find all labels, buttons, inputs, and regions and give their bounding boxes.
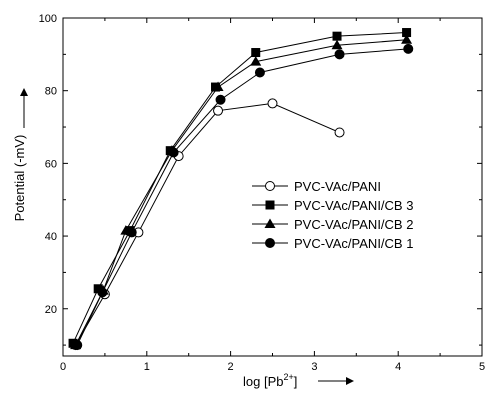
- data-point: [254, 67, 265, 78]
- data-point: [401, 34, 413, 44]
- legend-marker: [265, 200, 275, 210]
- legend-label: PVC-VAc/PANI/CB 2: [294, 217, 413, 232]
- data-point: [93, 284, 103, 294]
- x-axis-label-main: log [Pb: [243, 374, 283, 389]
- data-point: [334, 127, 345, 138]
- y-tick-label: 20: [45, 304, 57, 316]
- data-point: [402, 28, 412, 38]
- data-point: [72, 340, 83, 351]
- data-point: [168, 147, 179, 158]
- x-tick-label: 2: [228, 361, 234, 373]
- data-point: [213, 105, 224, 116]
- legend-marker: [264, 218, 276, 228]
- y-tick-label: 40: [45, 231, 57, 243]
- x-label-arrowhead: [346, 377, 354, 385]
- data-point: [212, 81, 224, 92]
- data-point: [267, 98, 278, 109]
- x-tick-label: 3: [311, 361, 317, 373]
- legend-item: PVC-VAc/PANI/CB 3: [252, 198, 413, 213]
- series-line: [75, 39, 407, 346]
- legend-item: PVC-VAc/PANI/CB 1: [252, 236, 413, 251]
- x-axis-label-close: ]: [294, 374, 298, 389]
- legend-item: PVC-VAc/PANI: [252, 179, 381, 194]
- series-line: [76, 48, 409, 346]
- x-axis-label: log [Pb2+]: [243, 372, 297, 389]
- data-point: [403, 43, 414, 54]
- series-line: [72, 32, 407, 344]
- y-tick-label: 80: [45, 86, 57, 98]
- y-tick-label: 60: [45, 158, 57, 170]
- legend-label: PVC-VAc/PANI: [294, 179, 381, 194]
- legend-label: PVC-VAc/PANI/CB 3: [294, 198, 413, 213]
- x-tick-label: 0: [60, 361, 66, 373]
- data-point: [97, 287, 108, 298]
- y-tick-label: 100: [39, 13, 57, 25]
- x-tick-label: 1: [144, 361, 150, 373]
- data-point: [332, 31, 342, 41]
- data-point: [215, 94, 226, 105]
- data-point: [334, 49, 345, 60]
- data-point: [331, 39, 343, 50]
- data-point: [126, 227, 137, 238]
- data-point: [250, 56, 262, 66]
- x-tick-label: 4: [395, 361, 401, 373]
- legend-item: PVC-VAc/PANI/CB 2: [252, 217, 413, 232]
- data-point: [251, 48, 261, 58]
- series-4: [72, 43, 414, 351]
- y-axis-label: Potential (-mV): [12, 135, 27, 222]
- y-label-arrowhead: [20, 88, 28, 96]
- x-axis-label-sup: 2+: [283, 372, 293, 382]
- legend-marker: [265, 181, 275, 191]
- legend-marker: [265, 238, 275, 248]
- x-tick-label: 5: [479, 361, 485, 373]
- legend-label: PVC-VAc/PANI/CB 1: [294, 236, 413, 251]
